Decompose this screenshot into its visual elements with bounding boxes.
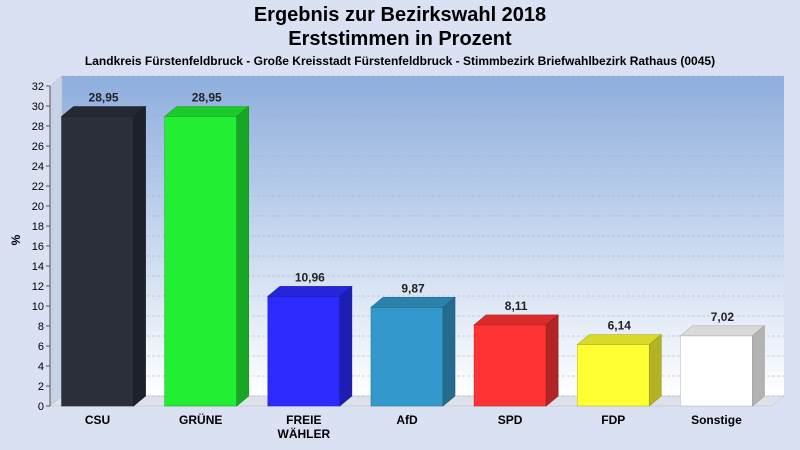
y-tick-label: 32 bbox=[32, 81, 44, 93]
value-label: 28,95 bbox=[89, 91, 119, 105]
bar-fdp bbox=[576, 333, 663, 407]
bar-afd bbox=[370, 296, 456, 407]
y-tick-label: 2 bbox=[38, 381, 44, 393]
value-label: 9,87 bbox=[401, 281, 425, 295]
y-tick-label: 24 bbox=[32, 161, 44, 173]
category-label: SPD bbox=[498, 413, 523, 427]
y-tick-label: 30 bbox=[32, 101, 44, 113]
chart-title: Ergebnis zur Bezirkswahl 2018 bbox=[253, 4, 547, 26]
y-tick-label: 4 bbox=[38, 361, 44, 373]
category-label: GRÜNE bbox=[179, 412, 222, 427]
value-label: 8,11 bbox=[505, 299, 528, 313]
y-tick-label: 6 bbox=[38, 341, 44, 353]
category-label: CSU bbox=[85, 413, 110, 427]
chart-subtitle: Erststimmen in Prozent bbox=[288, 28, 512, 50]
y-tick-label: 8 bbox=[38, 321, 44, 333]
value-label: 10,96 bbox=[295, 270, 325, 284]
y-axis-label: % bbox=[9, 234, 23, 245]
y-tick-label: 22 bbox=[32, 181, 44, 193]
value-label: 7,02 bbox=[711, 310, 735, 324]
category-label: FREIE bbox=[286, 413, 321, 427]
category-label: FDP bbox=[601, 413, 625, 427]
value-label: 6,14 bbox=[608, 319, 632, 333]
category-label: AfD bbox=[396, 413, 418, 427]
y-tick-label: 28 bbox=[32, 121, 44, 133]
category-label: WÄHLER bbox=[278, 426, 331, 441]
y-tick-label: 14 bbox=[32, 261, 44, 273]
chart-region-caption: Landkreis Fürstenfeldbruck - Große Kreis… bbox=[84, 54, 716, 68]
y-tick-label: 12 bbox=[32, 281, 44, 293]
bars bbox=[60, 105, 766, 407]
y-tick-label: 0 bbox=[38, 401, 44, 413]
plot-side-wall bbox=[49, 75, 63, 407]
y-tick-label: 26 bbox=[32, 141, 44, 153]
value-labels: 28,95 28,95 10,96 9,87 8,11 6,14 7,02 bbox=[89, 91, 735, 333]
y-tick-label: 20 bbox=[32, 201, 44, 213]
bar-csu bbox=[60, 105, 147, 407]
y-tick-label: 18 bbox=[32, 221, 44, 233]
bar-freie-wähler bbox=[267, 285, 353, 407]
category-label: Sonstige bbox=[691, 413, 742, 427]
bar-grüne bbox=[163, 105, 250, 407]
bar-sonstige bbox=[679, 325, 766, 407]
bar-spd bbox=[473, 314, 559, 407]
value-label: 28,95 bbox=[192, 91, 222, 105]
y-tick-label: 16 bbox=[32, 241, 44, 253]
y-tick-label: 10 bbox=[32, 301, 44, 313]
